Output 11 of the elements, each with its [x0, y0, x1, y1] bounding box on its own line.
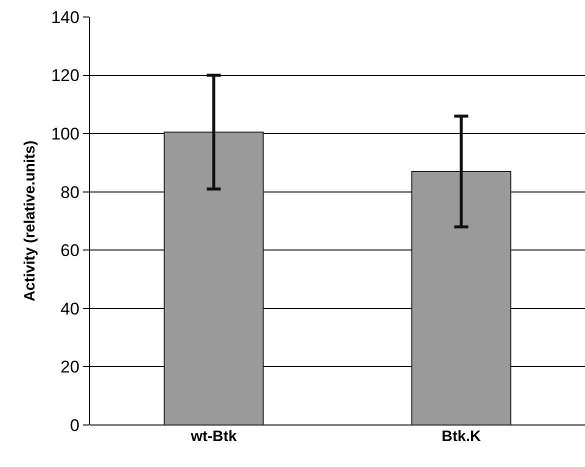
y-tick-label: 80 — [60, 182, 80, 202]
y-tick-label: 140 — [51, 8, 80, 27]
y-tick-label: 40 — [60, 299, 80, 318]
x-tick-label: wt-Btk — [190, 428, 238, 445]
x-tick-label: Btk.K — [442, 428, 481, 445]
y-axis-title: Activity (relative.units) — [21, 140, 38, 302]
y-tick-label: 120 — [51, 66, 80, 86]
y-tick-label: 100 — [51, 124, 80, 144]
y-tick-label: 0 — [70, 416, 80, 435]
y-tick-label: 60 — [60, 241, 80, 260]
y-tick-label: 20 — [60, 358, 80, 377]
